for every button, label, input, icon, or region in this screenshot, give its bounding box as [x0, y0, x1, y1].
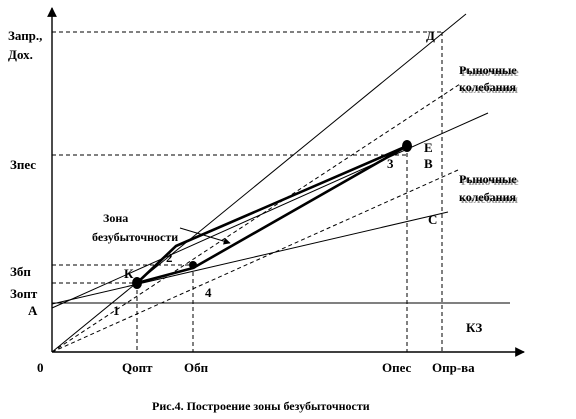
svg-text:Рыночные: Рыночные: [461, 65, 519, 79]
xlabel-opes: Опес: [382, 360, 412, 375]
xlabel-origin: 0: [37, 360, 44, 375]
ylabel-zapr: Запр.,: [8, 28, 42, 43]
point-k: [132, 277, 142, 289]
zone-arrow: [179, 227, 231, 245]
label-e: Е: [424, 140, 433, 155]
label-v: В: [424, 156, 433, 171]
market-upper-label: Рыночные Рыночные колебания колебания: [459, 63, 519, 96]
svg-text:колебания: колебания: [459, 190, 516, 204]
point-3: [402, 140, 412, 152]
figure-caption: Рис.4. Построение зоны безубыточности: [152, 399, 370, 413]
cost-line-lower: [51, 211, 449, 305]
label-1: 1: [113, 303, 120, 318]
label-k: К: [124, 266, 134, 281]
svg-text:Рыночные: Рыночные: [459, 63, 517, 77]
label-kz: КЗ: [466, 320, 482, 335]
label-d: Д: [426, 28, 435, 43]
ylabel-zopt: Зопт: [10, 286, 38, 301]
ylabel-zpes: Зпес: [10, 157, 36, 172]
svg-text:Рыночные: Рыночные: [461, 174, 519, 188]
label-4: 4: [205, 285, 212, 300]
ylabel-zbp: Збп: [10, 264, 31, 279]
revenue-line-lower-dashed: [51, 169, 459, 353]
label-2: 2: [166, 250, 173, 265]
svg-text:колебания: колебания: [459, 80, 516, 94]
market-lower-label: Рыночные Рыночные колебания колебания: [459, 172, 519, 206]
svg-text:колебания: колебания: [461, 192, 518, 206]
xlabel-qopt: Qопт: [122, 360, 153, 375]
xlabel-opr: Опр-ва: [432, 360, 475, 375]
cost-line-upper: [51, 112, 489, 309]
svg-text:Рыночные: Рыночные: [459, 172, 517, 186]
svg-text:колебания: колебания: [461, 82, 518, 96]
revenue-line-main: [51, 13, 467, 353]
point-bp: [189, 261, 197, 269]
revenue-line-upper-dashed: [51, 83, 461, 353]
ylabel-dokh: Дох.: [8, 47, 33, 62]
label-3: 3: [387, 156, 394, 171]
xlabel-obp: Обп: [184, 360, 209, 375]
zone-label-line2: безубыточности: [92, 230, 178, 244]
label-s: С: [428, 212, 437, 227]
zone-boundary: [136, 144, 409, 285]
zone-label-line1: Зона: [103, 211, 128, 225]
label-a: А: [28, 303, 38, 318]
